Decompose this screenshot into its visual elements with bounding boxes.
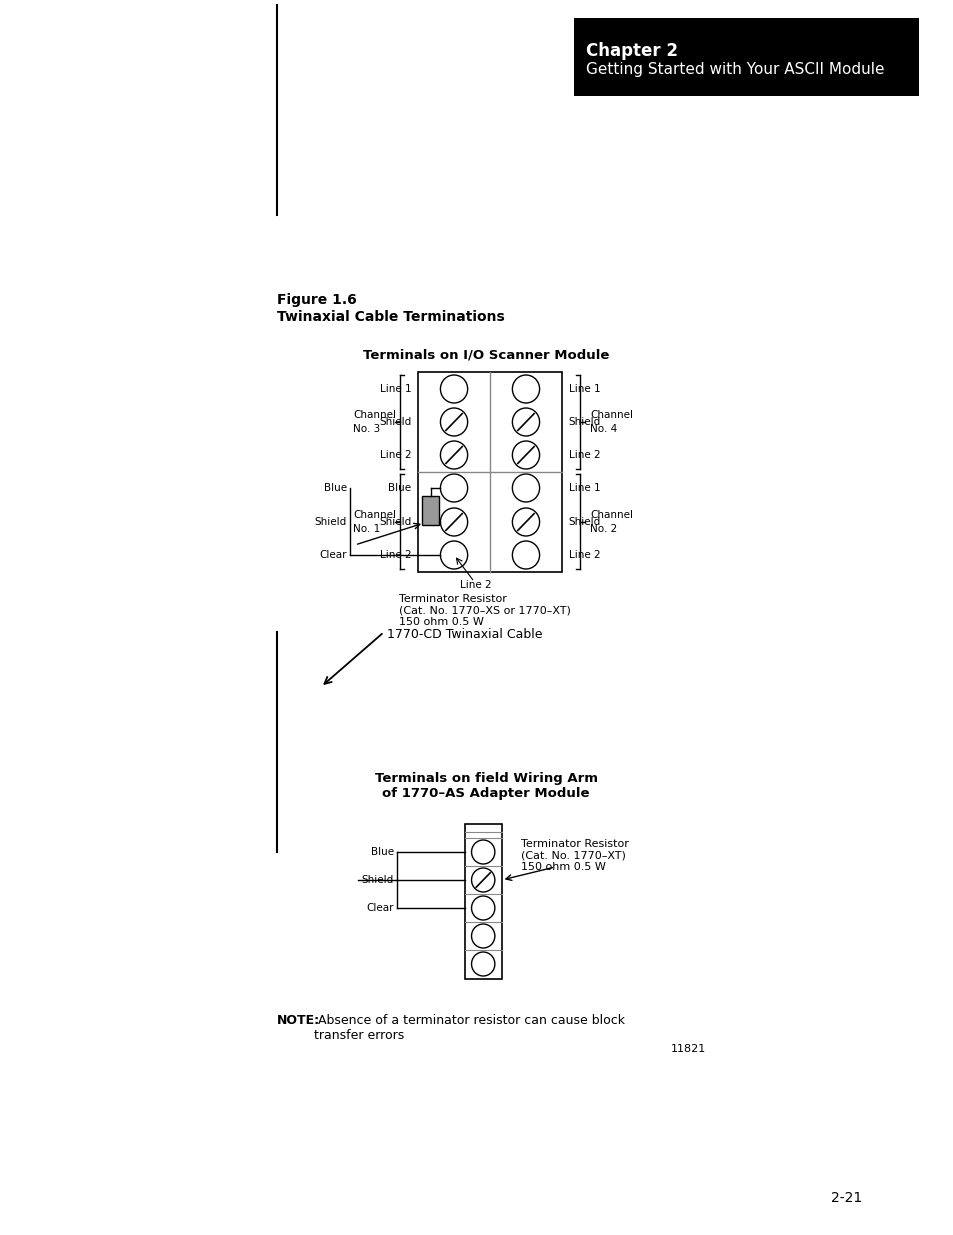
Text: Shield: Shield — [378, 517, 411, 527]
Text: Channel: Channel — [590, 510, 633, 520]
Text: No. 2: No. 2 — [590, 524, 617, 534]
Text: Line 1: Line 1 — [568, 483, 599, 493]
Text: Getting Started with Your ASCII Module: Getting Started with Your ASCII Module — [586, 62, 883, 77]
Text: Blue: Blue — [371, 847, 394, 857]
Bar — [417, 372, 561, 572]
Text: Line 1: Line 1 — [568, 384, 599, 394]
Text: Shield: Shield — [568, 517, 600, 527]
Text: Shield: Shield — [568, 417, 600, 427]
Text: Line 2: Line 2 — [379, 450, 411, 459]
Text: Figure 1.6: Figure 1.6 — [276, 293, 356, 308]
Bar — [573, 19, 918, 96]
Text: NOTE:: NOTE: — [276, 1014, 320, 1028]
Text: Channel: Channel — [353, 510, 395, 520]
Text: Clear: Clear — [319, 550, 347, 559]
Text: Terminator Resistor
(Cat. No. 1770–XS or 1770–XT)
150 ohm 0.5 W: Terminator Resistor (Cat. No. 1770–XS or… — [398, 594, 570, 627]
Text: Terminator Resistor
(Cat. No. 1770–XT)
150 ohm 0.5 W: Terminator Resistor (Cat. No. 1770–XT) 1… — [520, 839, 628, 872]
Text: Chapter 2: Chapter 2 — [586, 42, 678, 61]
Text: Absence of a terminator resistor can cause block
transfer errors: Absence of a terminator resistor can cau… — [314, 1014, 624, 1042]
Text: Channel: Channel — [590, 410, 633, 420]
Text: Terminals on field Wiring Arm
of 1770–AS Adapter Module: Terminals on field Wiring Arm of 1770–AS… — [375, 772, 597, 800]
Text: Line 2: Line 2 — [379, 550, 411, 559]
Text: Line 2: Line 2 — [568, 550, 599, 559]
Text: 1770-CD Twinaxial Cable: 1770-CD Twinaxial Cable — [387, 629, 542, 641]
Text: Shield: Shield — [361, 876, 394, 885]
Text: Line 2: Line 2 — [568, 450, 599, 459]
Text: Line 2: Line 2 — [459, 580, 491, 590]
Text: No. 3: No. 3 — [353, 424, 380, 433]
Text: Twinaxial Cable Terminations: Twinaxial Cable Terminations — [276, 310, 504, 324]
Text: Shield: Shield — [314, 517, 347, 527]
Text: Line 1: Line 1 — [379, 384, 411, 394]
Text: 11821: 11821 — [670, 1044, 705, 1053]
Text: 2-21: 2-21 — [830, 1191, 862, 1205]
Bar — [464, 824, 501, 979]
Text: Blue: Blue — [324, 483, 347, 493]
Text: Shield: Shield — [378, 417, 411, 427]
Text: No. 1: No. 1 — [353, 524, 380, 534]
Text: Blue: Blue — [388, 483, 411, 493]
Bar — [421, 496, 439, 525]
Text: No. 4: No. 4 — [590, 424, 617, 433]
Text: Clear: Clear — [366, 903, 394, 913]
Text: Channel: Channel — [353, 410, 395, 420]
Text: Terminals on I/O Scanner Module: Terminals on I/O Scanner Module — [362, 348, 609, 361]
